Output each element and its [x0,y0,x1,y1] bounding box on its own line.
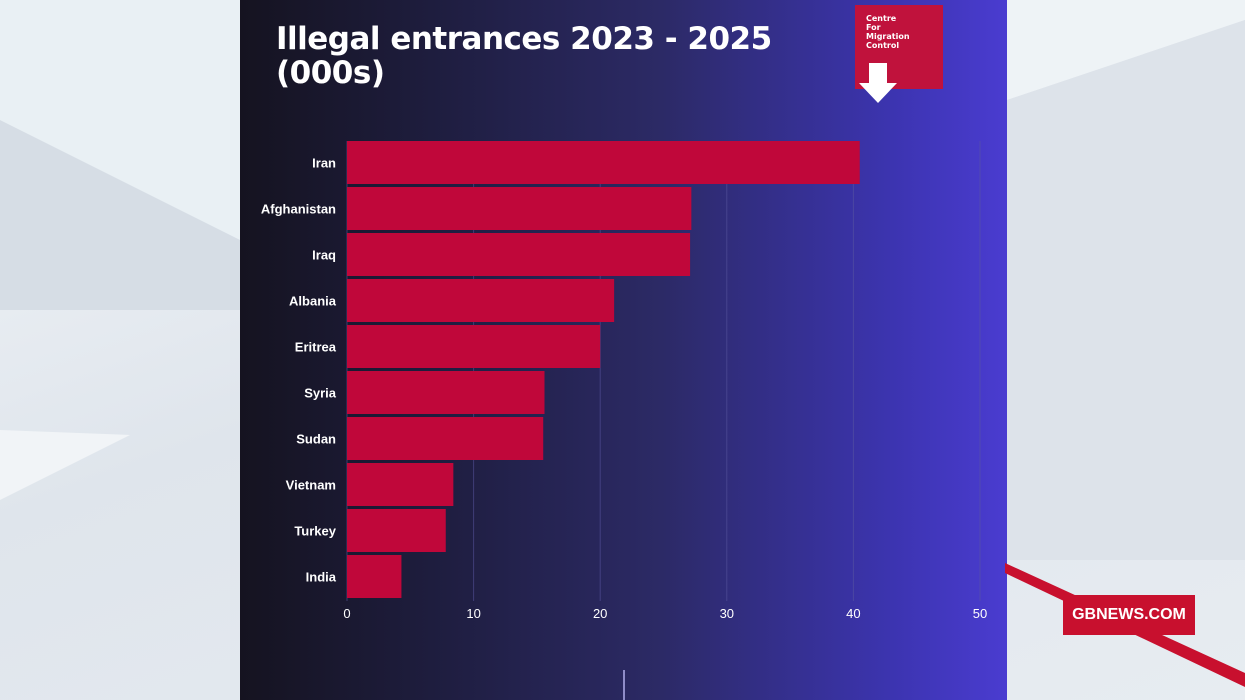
x-tick-label-4: 40 [846,606,860,621]
category-label-india: India [306,570,337,585]
x-tick-label-0: 0 [343,606,350,621]
centre-for-migration-control-logo: Centre For Migration Control [855,5,943,103]
chart-title: Illegal entrances 2023 - 2025 (000s) [276,21,772,91]
x-tick-label-5: 50 [973,606,987,621]
x-tick-label-1: 10 [466,606,480,621]
bar-india [347,555,402,598]
x-tick-label-3: 30 [720,606,734,621]
bar-iran [347,141,860,184]
bar-afghanistan [347,187,692,230]
category-label-sudan: Sudan [296,432,336,447]
category-label-iran: Iran [312,156,336,171]
bar-turkey [347,509,446,552]
bar-syria [347,371,545,414]
category-label-iraq: Iraq [312,248,336,263]
logo-text: Centre For Migration Control [866,14,910,50]
gbnews-badge: GBNEWS.COM [1063,595,1195,635]
bar-albania [347,279,615,322]
category-label-afghanistan: Afghanistan [261,202,336,217]
bar-sudan [347,417,544,460]
down-arrow-icon [859,63,897,103]
category-label-syria: Syria [304,386,337,401]
category-label-vietnam: Vietnam [286,478,336,493]
category-label-turkey: Turkey [294,524,336,539]
bar-vietnam [347,463,454,506]
category-label-albania: Albania [289,294,337,309]
bar-eritrea [347,325,601,368]
x-tick-label-2: 20 [593,606,607,621]
bar-iraq [347,233,691,276]
category-label-eritrea: Eritrea [295,340,337,355]
